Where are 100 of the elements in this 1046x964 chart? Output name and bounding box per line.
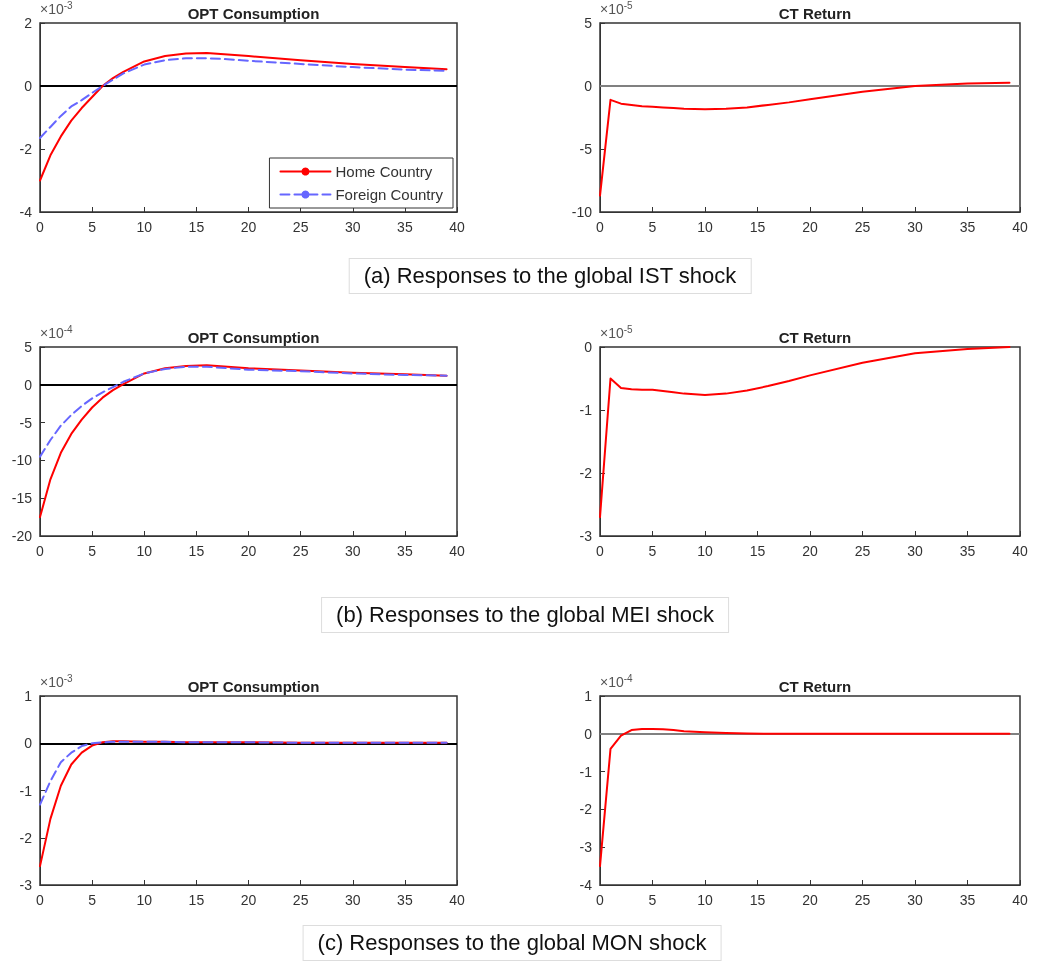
x-tick-label: 20 [240,219,257,235]
x-tick-label: 30 [344,219,361,235]
x-tick-label: 40 [1012,892,1028,908]
y-tick-label: 0 [584,78,593,94]
x-tick-label: 35 [959,543,976,559]
x-tick-label: 10 [136,892,153,908]
x-tick-label: 30 [344,543,361,559]
x-tick-label: 10 [697,543,713,559]
y-tick-label: -2 [579,801,593,818]
text: (a) Responses to the global IST shock [348,258,752,294]
y-tick-label: 1 [24,688,33,704]
x-tick-label: 15 [749,892,766,908]
x-tick-label: 25 [292,219,309,235]
x-tick-label: 35 [397,543,413,559]
y-tick-label: 2 [24,15,33,31]
x-tick-label: 0 [596,219,605,235]
x-tick-label: 0 [36,892,45,908]
x-tick-label: 20 [240,892,257,908]
x-tick-label: 20 [240,543,257,559]
y-tick-label: 1 [584,688,593,704]
x-tick-label: 0 [596,543,605,559]
x-tick-label: 30 [344,892,361,908]
x-tick-label: 15 [749,219,766,235]
y-tick-label: 0 [24,376,33,393]
y-tick-label: -1 [19,782,33,799]
y-tick-label: -4 [579,877,593,893]
chart-title: CT Return [778,678,852,695]
y-tick-label: -10 [571,204,593,220]
x-tick-label: 40 [449,219,465,235]
x-tick-label: 40 [449,892,465,908]
x-tick-label: 35 [397,892,413,908]
x-tick-label: 0 [596,892,605,908]
x-tick-label: 25 [854,219,871,235]
y-tick-label: -4 [19,204,33,220]
y-tick-label: -5 [579,141,593,157]
x-tick-label: 5 [88,543,97,559]
x-tick-label: 5 [88,219,97,235]
y-tick-label: -1 [579,763,593,780]
chart-title: OPT Consumption [187,5,320,22]
x-tick-label: 20 [802,219,818,235]
y-tick-label: -5 [19,414,33,431]
line-series [599,727,1011,868]
x-tick-label: 40 [449,543,465,559]
y-tick-label: -3 [579,839,593,856]
x-tick-label: 30 [907,219,923,235]
x-tick-label: 40 [1012,219,1028,235]
chart-title: CT Return [778,5,852,22]
x-tick-label: 35 [959,892,976,908]
y-tick-label: -3 [579,528,593,544]
x-tick-label: 15 [749,543,766,559]
x-tick-label: 20 [802,543,818,559]
x-tick-label: 10 [697,892,713,908]
y-tick-label: 0 [24,78,33,94]
y-tick-label: 5 [584,15,593,31]
y-tick-label: 0 [584,339,593,355]
y-tick-label: -10 [11,452,33,469]
x-tick-label: 5 [648,543,657,559]
x-tick-label: 0 [36,219,45,235]
y-tick-label: 0 [584,725,593,742]
line-series [39,740,448,806]
x-tick-label: 25 [854,892,871,908]
x-tick-label: 35 [397,219,413,235]
x-tick-label: 30 [907,543,923,559]
x-tick-label: 15 [188,892,205,908]
x-tick-label: 15 [188,219,205,235]
y-tick-label: -2 [579,465,593,481]
x-tick-label: 0 [36,543,45,559]
text: (b) Responses to the global MEI shock [321,597,729,633]
y-tick-label: 5 [24,339,33,355]
chart-title: OPT Consumption [187,329,320,346]
x-tick-label: 10 [136,219,153,235]
x-tick-label: 30 [907,892,923,908]
x-tick-label: 35 [959,219,976,235]
x-tick-label: 5 [648,892,657,908]
x-tick-label: 20 [802,892,818,908]
chart-title: CT Return [778,329,852,346]
y-tick-label: -3 [19,877,33,893]
x-tick-label: 25 [854,543,871,559]
text: (c) Responses to the global MON shock [302,925,722,961]
x-tick-label: 25 [292,892,309,908]
y-tick-label: -15 [11,490,33,507]
x-tick-label: 5 [648,219,657,235]
y-tick-label: 0 [24,735,33,752]
x-tick-label: 40 [1012,543,1028,559]
x-tick-label: 25 [292,543,309,559]
y-tick-label: -20 [11,528,33,544]
y-tick-label: -2 [19,829,33,846]
y-tick-label: -2 [19,141,33,157]
x-tick-label: 15 [188,543,205,559]
x-tick-label: 10 [136,543,153,559]
chart-title: OPT Consumption [187,678,320,695]
line-series [599,346,1011,519]
line-series [599,81,1011,197]
legend-label: Foreign Country [335,186,444,203]
y-tick-label: -1 [579,402,593,418]
x-tick-label: 5 [88,892,97,908]
line-series [39,51,448,182]
line-series [39,365,448,458]
x-tick-label: 10 [697,219,713,235]
legend-label: Home Country [335,163,433,180]
